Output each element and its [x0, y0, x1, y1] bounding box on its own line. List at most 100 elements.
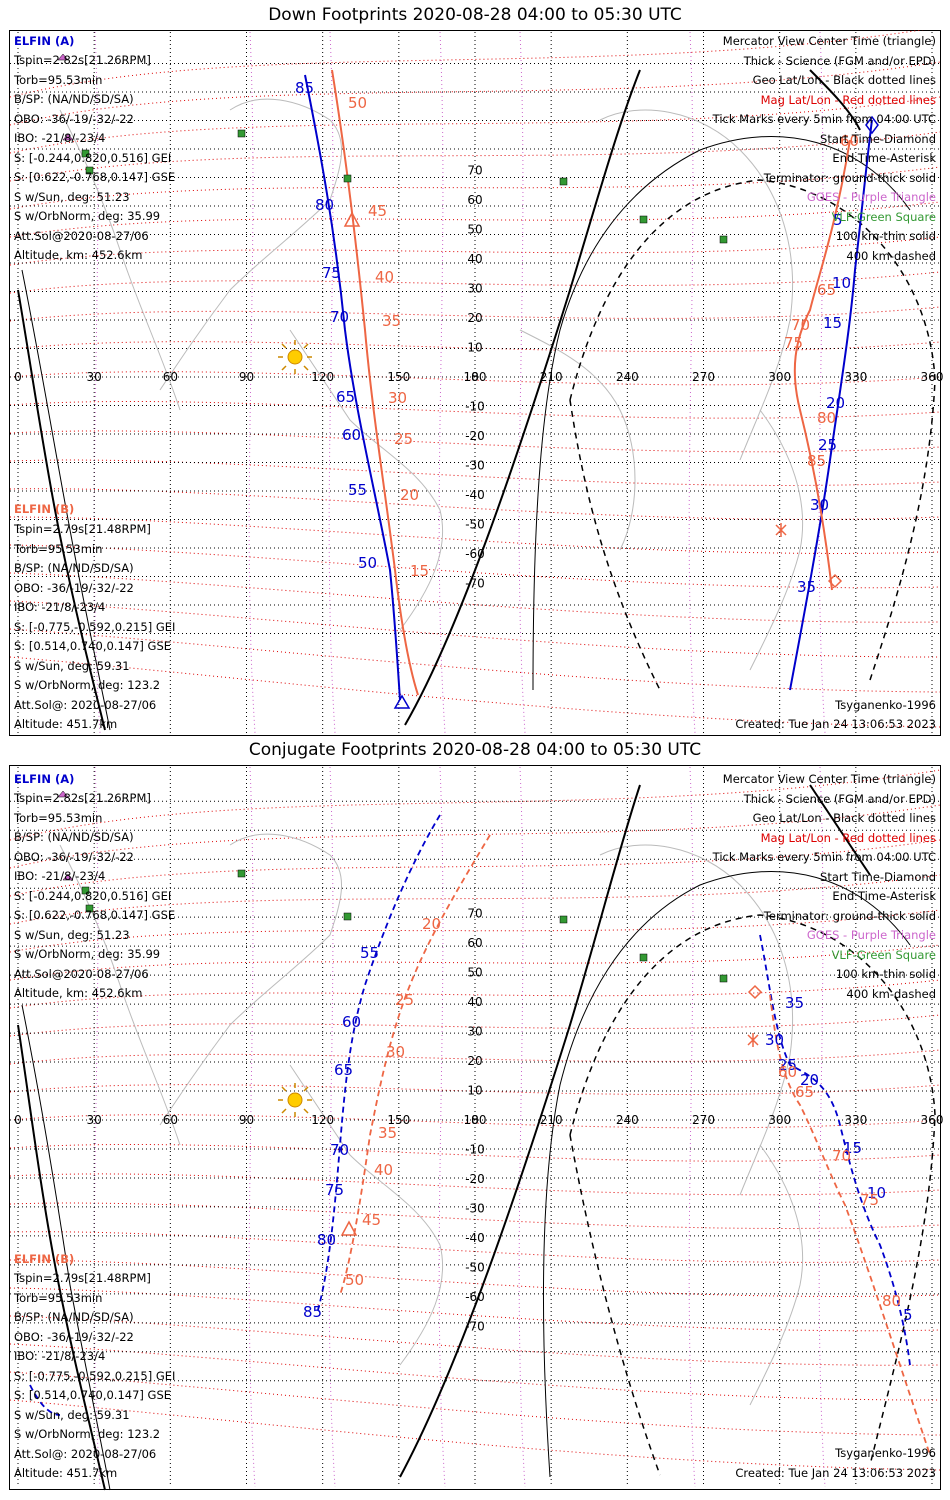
lon-tick-label: 120: [311, 370, 334, 384]
info-line: Torb=95.53min: [14, 72, 103, 87]
lon-tick-label: 270: [692, 370, 715, 384]
elfin-b-tick-label: 40: [374, 1161, 393, 1179]
info-line: Torb=95.53min: [14, 1290, 103, 1305]
lon-tick-label: 0: [14, 370, 22, 384]
elfin-a-tick-label: 60: [342, 426, 361, 444]
legend-item: Mag Lat/Lon - Red dotted lines: [760, 92, 936, 107]
lat-tick-label: 30: [467, 282, 482, 296]
terminator: [17, 784, 936, 1491]
elfin-a-tick-label: 25: [778, 1056, 797, 1074]
elfin-b-tick-label: 70: [832, 1147, 851, 1165]
elfin-a-header: ELFIN (A): [14, 34, 75, 48]
info-line: Torb=95.53min: [14, 810, 103, 825]
elfin-b-tick-label: 80: [817, 409, 836, 427]
elfin-b-tick-label: 25: [395, 991, 414, 1009]
mag-grid: [9, 769, 941, 1471]
lon-tick-label: 180: [464, 370, 487, 384]
elfin-a-tick-label: 70: [330, 308, 349, 326]
lat-tick-label: 40: [467, 995, 482, 1009]
lon-tick-label: 330: [844, 370, 867, 384]
elfin-b-tick-label: 45: [368, 202, 387, 220]
lon-tick-label: 150: [387, 370, 410, 384]
info-line: IBO: -21/8/-23/4: [14, 1349, 106, 1363]
elfin-a-tick-label: 80: [315, 196, 334, 214]
goes-triangles: [57, 53, 74, 141]
lon-tick-label: 180: [464, 1113, 487, 1127]
elfin-a-tick-label: 10: [832, 274, 851, 292]
elfin-b-tick-label: 60: [840, 132, 859, 150]
legend-item: Terminator: ground-thick solid: [763, 170, 936, 185]
lat-tick-label: 60: [467, 193, 482, 207]
model-label: Tsyganenko-1996: [835, 1446, 936, 1460]
info-line: Tspin=2.82s[21.26RPM]: [14, 791, 151, 805]
lat-tick-label: 20: [467, 311, 482, 325]
legend-item: Thick - Science (FGM and/or EPD): [743, 791, 936, 806]
footprint-map: 0 30 60 90 120 150 180 210 240 270 300 330 360 70605…: [9, 30, 943, 736]
elfin-a-track: [29, 814, 911, 1416]
elfin-a-tick-label: 15: [823, 314, 842, 332]
info-line: Tspin=2.82s[21.26RPM]: [14, 53, 151, 67]
elfin-b-tick-label: 25: [394, 430, 413, 448]
terminator: [17, 69, 936, 731]
legend-item: Geo Lat/Lon - Black dotted lines: [752, 73, 936, 87]
legend-item: VLF-Green Square: [831, 947, 936, 962]
info-line: S w/Sun, deg: 51.23: [14, 927, 130, 942]
elfin-a-tick-label: 15: [843, 1139, 862, 1157]
geo-grid: [10, 767, 940, 1487]
lat-tick-label: -20: [465, 429, 485, 443]
info-line: S: [-0.775,-0.592,0.215] GEI: [14, 1368, 176, 1383]
info-line: S: [0.514,0.740,0.147] GSE: [14, 639, 172, 653]
lon-ticks: 0 30 60 90 120 150 180 210 240 270 300 330 360: [14, 370, 943, 384]
info-line: S w/Sun, deg: 59.31: [14, 1407, 130, 1422]
info-line: S w/Sun, deg: 59.31: [14, 658, 130, 673]
info-line: S w/OrbNorm, deg: 123.2: [14, 1427, 161, 1441]
lat-tick-label: -70: [465, 1320, 485, 1334]
legend-item: Thick - Science (FGM and/or EPD): [743, 53, 936, 68]
legend-item: Tick Marks every 5min from 04:00 UTC: [712, 112, 936, 126]
created-label: Created: Tue Jan 24 13:06:53 2023: [735, 1466, 936, 1480]
lon-tick-label: 360: [921, 370, 944, 384]
lat-tick-label: -60: [465, 1290, 485, 1304]
info-line: S: [0.622,-0.768,0.147] GSE: [14, 170, 176, 184]
lat-tick-label: -60: [465, 547, 485, 561]
lat-tick-label: -20: [465, 1172, 485, 1186]
elfin-b-tick-label: 20: [400, 486, 419, 504]
elfin-b-tick-label: 20: [422, 915, 441, 933]
elfin-b-tick-label: 75: [784, 334, 803, 352]
info-line: IBO: -21/8/-23/4: [14, 600, 106, 614]
elfin-b-tick-label: 15: [410, 562, 429, 580]
elfin-a-tick-label: 70: [330, 1141, 349, 1159]
elfin-b-tick-label: 85: [807, 452, 826, 470]
coastlines: [59, 833, 804, 1406]
coastlines: [59, 98, 804, 671]
lat-tick-label: 50: [467, 966, 482, 980]
elfin-b-tick-label: 65: [817, 281, 836, 299]
lat-ticks: 70 60 50 40 30 20 10 0 -10 -20 -30 -40 -50 -60 -70: [465, 164, 485, 591]
elfin-a-tick-label: 5: [833, 211, 843, 229]
mag-grid: [9, 30, 941, 728]
panel-title: Down Footprints 2020-08-28 04:00 to 05:3…: [268, 5, 682, 25]
info-line: S: [-0.244,0.820,0.516] GEI: [14, 150, 172, 165]
elfin-a-tick-label: 25: [818, 436, 837, 454]
info-line: Altitude, km: 452.6km: [14, 248, 143, 262]
lat-tick-label: 10: [467, 341, 482, 355]
info-line: IBO: -21/8/-23/4: [14, 869, 106, 883]
lat-tick-label: -30: [465, 459, 485, 473]
model-label: Tsyganenko-1996: [835, 698, 936, 712]
elfin-a-tick-label: 75: [322, 264, 341, 282]
elfin-b-tick-label: 75: [860, 1191, 879, 1209]
sun-icon: [278, 340, 312, 374]
lon-tick-label: 150: [387, 1113, 410, 1127]
lat-tick-label: 30: [467, 1025, 482, 1039]
info-line: Tspin=2.79s[21.48RPM]: [14, 522, 151, 536]
legend-item: Start Time-Diamond: [820, 869, 936, 884]
elfin-a-tick-label: 55: [360, 944, 379, 962]
elfin-a-tick-label: 30: [765, 1031, 784, 1049]
elfin-a-tick-label: 50: [358, 554, 377, 572]
created-label: Created: Tue Jan 24 13:06:53 2023: [735, 717, 936, 731]
elfin-b-header: ELFIN (B): [14, 502, 75, 516]
info-line: OBO: -36/-19/-32/-22: [14, 849, 134, 864]
elfin-a-tick-label: 35: [785, 994, 804, 1012]
info-line: OBO: -36/-19/-32/-22: [14, 1329, 134, 1344]
